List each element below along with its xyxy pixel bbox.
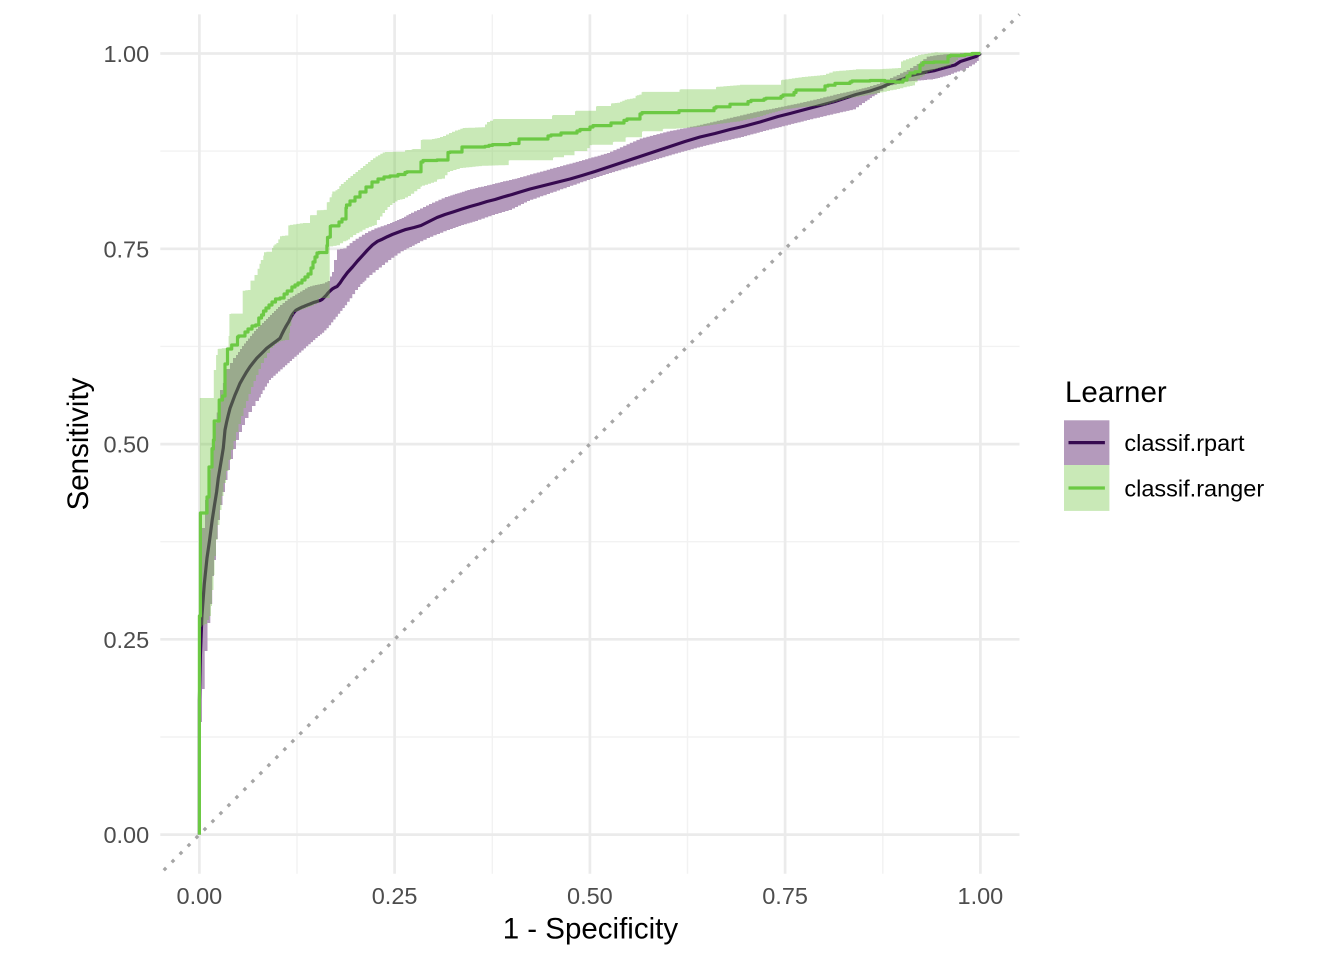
svg-text:0.75: 0.75: [762, 883, 808, 909]
svg-text:1.00: 1.00: [958, 883, 1004, 909]
svg-text:Learner: Learner: [1065, 376, 1167, 409]
svg-text:0.25: 0.25: [372, 883, 418, 909]
svg-text:Sensitivity: Sensitivity: [62, 377, 95, 510]
svg-text:0.00: 0.00: [177, 883, 223, 909]
svg-text:0.25: 0.25: [103, 627, 149, 653]
svg-text:0.50: 0.50: [103, 432, 149, 458]
svg-text:0.50: 0.50: [567, 883, 613, 909]
svg-text:1 - Specificity: 1 - Specificity: [503, 913, 679, 946]
svg-text:1.00: 1.00: [103, 41, 149, 67]
svg-text:classif.ranger: classif.ranger: [1124, 476, 1264, 502]
svg-text:0.75: 0.75: [103, 236, 149, 262]
svg-text:classif.rpart: classif.rpart: [1124, 430, 1245, 456]
svg-text:0.00: 0.00: [103, 822, 149, 848]
